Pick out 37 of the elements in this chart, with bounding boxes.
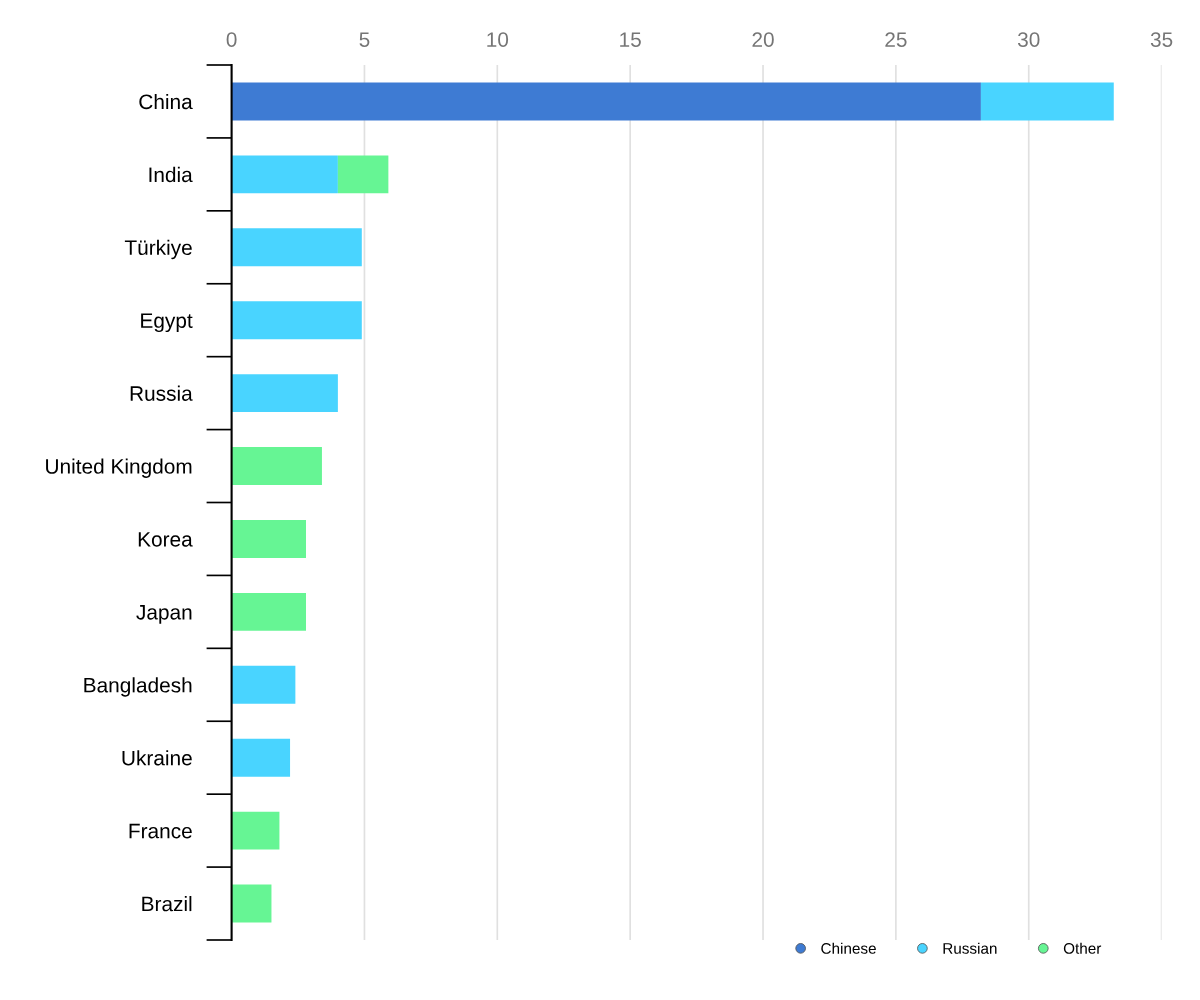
legend-label: Other	[1063, 942, 1102, 954]
y-tick-label: Türkiye	[124, 239, 192, 260]
y-tick-label: Ukraine	[122, 750, 192, 766]
bar	[231, 738, 291, 777]
y-tick-label: Korea	[138, 532, 193, 547]
legend-label: Russian	[943, 942, 997, 954]
x-tick-label: 5	[359, 32, 370, 47]
bar	[231, 665, 296, 704]
y-tick-label: Brazil	[142, 895, 192, 912]
y-tick-label: Egypt	[141, 313, 193, 333]
bar	[231, 884, 272, 923]
bar	[231, 155, 338, 194]
bar	[231, 301, 362, 340]
bar	[337, 155, 389, 194]
y-tick-label: China	[139, 93, 193, 110]
y-tick-label: Bangladesh	[84, 677, 192, 697]
x-tick-label: 35	[1150, 32, 1173, 47]
bar	[231, 520, 306, 558]
y-tick-label: France	[129, 823, 192, 839]
y-tick-label: India	[149, 166, 193, 183]
bar	[231, 374, 338, 413]
x-tick-label: 15	[620, 32, 641, 47]
x-tick-label: 25	[885, 32, 907, 47]
bar	[231, 82, 981, 121]
y-tick-label: Japan	[136, 605, 192, 624]
bar	[231, 811, 280, 850]
bar	[231, 592, 306, 631]
legend-label: Chinese	[821, 942, 876, 954]
y-tick-label: United Kingdom	[46, 458, 192, 478]
x-tick-label: 0	[226, 32, 237, 47]
x-tick-label: 30	[1017, 32, 1040, 47]
y-tick-label: Russia	[130, 385, 193, 401]
x-tick-label: 20	[752, 32, 774, 47]
bar	[980, 82, 1114, 121]
x-tick-label: 10	[487, 32, 509, 47]
bar	[231, 447, 322, 485]
bar	[231, 228, 362, 267]
